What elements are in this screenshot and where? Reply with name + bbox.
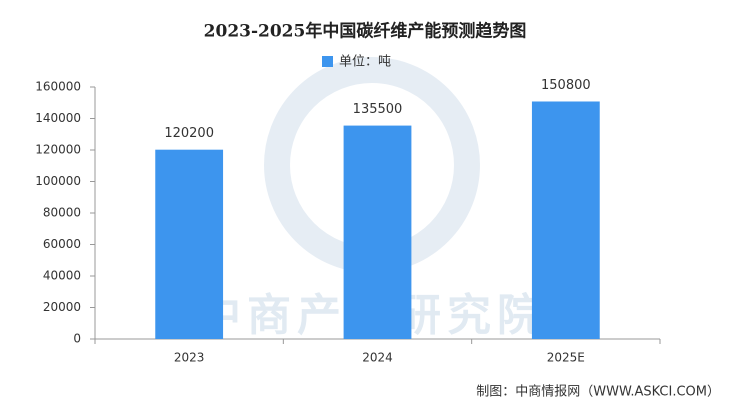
data-label: 150800 xyxy=(541,78,591,93)
y-tick-label: 120000 xyxy=(35,143,81,157)
y-tick-label: 80000 xyxy=(43,206,81,220)
legend-label: 单位：吨 xyxy=(339,55,391,70)
y-tick-label: 40000 xyxy=(43,269,81,283)
x-tick-label: 2023 xyxy=(174,351,205,365)
bar xyxy=(531,101,600,340)
data-label: 135500 xyxy=(353,102,403,117)
bar xyxy=(155,149,224,339)
y-tick-label: 140000 xyxy=(35,111,81,125)
y-tick-label: 20000 xyxy=(43,300,81,314)
y-tick-label: 100000 xyxy=(35,174,81,188)
y-tick-label: 160000 xyxy=(35,80,81,94)
y-tick-label: 0 xyxy=(73,332,81,346)
x-tick-label: 2024 xyxy=(362,351,393,365)
bar xyxy=(343,125,412,340)
x-tick-label: 2025E xyxy=(547,351,585,365)
source-note: 制图：中商情报网（WWW.ASKCI.COM） xyxy=(476,385,720,400)
legend-swatch xyxy=(322,56,333,67)
data-label: 120200 xyxy=(164,126,214,141)
y-tick-label: 60000 xyxy=(43,237,81,251)
chart-title: 2023-2025年中国碳纤维产能预测趋势图 xyxy=(204,21,527,42)
